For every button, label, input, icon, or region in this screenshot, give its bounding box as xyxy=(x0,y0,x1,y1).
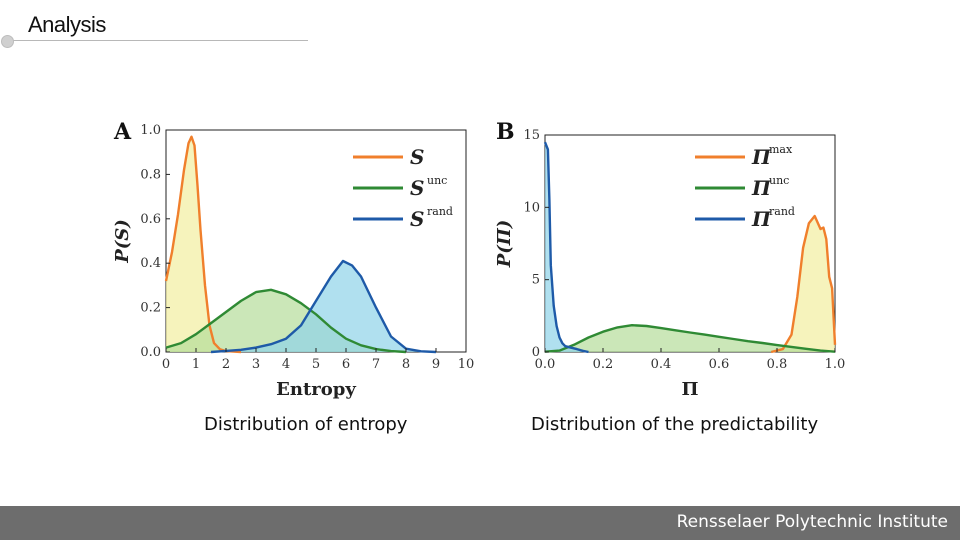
x-tick-label: 5 xyxy=(312,357,320,372)
x-tick-label: 0.6 xyxy=(709,357,730,372)
y-tick-label: 0.0 xyxy=(140,345,161,360)
series-fill-rand xyxy=(211,261,436,352)
x-tick-label: 4 xyxy=(282,357,290,372)
y-tick-label: 0.2 xyxy=(140,301,161,316)
series-line-unc xyxy=(544,324,836,353)
y-axis-label: P(Π) xyxy=(494,220,515,269)
x-tick-label: 1 xyxy=(192,357,200,372)
series-fill-unc xyxy=(166,289,406,352)
legend-label: Π xyxy=(751,176,772,200)
series-line-base xyxy=(164,135,242,354)
y-axis-label: P(S) xyxy=(112,219,133,264)
series-line-rand xyxy=(543,141,589,354)
x-tick-label: 0.8 xyxy=(767,357,788,372)
series-fill-unc xyxy=(545,325,835,352)
y-tick-label: 15 xyxy=(523,128,540,143)
y-tick-label: 10 xyxy=(523,200,540,215)
footer-bar: Rensselaer Polytechnic Institute xyxy=(0,506,960,540)
legend-label-sup: max xyxy=(769,143,793,156)
series-fill-rand xyxy=(545,142,589,352)
x-tick-label: 6 xyxy=(342,357,350,372)
legend-label: S xyxy=(410,207,424,231)
x-axis-label: Π xyxy=(682,379,699,400)
y-tick-label: 0 xyxy=(532,345,540,360)
x-tick-label: 7 xyxy=(372,357,380,372)
legend-label-sup: unc xyxy=(769,174,789,187)
series-line-unc xyxy=(165,288,407,354)
predictability-caption: Distribution of the predictability xyxy=(531,414,819,435)
legend-label: Π xyxy=(751,145,772,169)
plot-frame xyxy=(544,134,836,353)
y-tick-label: 1.0 xyxy=(140,123,161,138)
entropy-chart: 0 1 2 3 4 5 6 7 8 9 10 0.0 0.2 0.4 0.6 0.8 1.0 Entropy P(S… xyxy=(112,119,475,400)
title-bullet-dot xyxy=(1,35,14,48)
series-line-rand xyxy=(210,259,437,354)
legend-label-sup: rand xyxy=(427,205,453,218)
slide-title: Analysis xyxy=(28,12,106,37)
series-fill-base xyxy=(166,136,241,352)
legend-label-sup: unc xyxy=(427,174,447,187)
x-tick-label: 10 xyxy=(458,357,475,372)
footer-institution: Rensselaer Polytechnic Institute xyxy=(676,512,948,532)
legend-label: Π xyxy=(751,207,772,231)
x-tick-label: 0.0 xyxy=(535,357,556,372)
x-tick-label: 0 xyxy=(162,357,170,372)
x-tick-label: 2 xyxy=(222,357,230,372)
legend-label: S xyxy=(410,145,424,169)
y-tick-label: 0.4 xyxy=(140,256,161,271)
x-axis-label: Entropy xyxy=(276,379,356,400)
predictability-chart: 0.0 0.2 0.4 0.6 0.8 1.0051015ΠP(Π)BΠmaxΠuncΠr… xyxy=(494,119,846,400)
x-tick-label: 9 xyxy=(432,357,440,372)
x-tick-label: 3 xyxy=(252,357,260,372)
legend-label: S xyxy=(410,176,424,200)
legend-label-sup: rand xyxy=(769,205,795,218)
series-fill-max xyxy=(771,216,835,352)
x-tick-label: 1.0 xyxy=(825,357,846,372)
x-tick-label: 0.2 xyxy=(593,357,614,372)
y-tick-label: 5 xyxy=(532,273,540,288)
x-tick-label: 0.4 xyxy=(651,357,672,372)
y-tick-label: 0.6 xyxy=(140,212,161,227)
y-tick-label: 0.8 xyxy=(140,167,161,182)
x-tick-label: 8 xyxy=(402,357,410,372)
title-underline xyxy=(8,40,308,41)
entropy-caption: Distribution of entropy xyxy=(204,414,408,435)
panel-label: A xyxy=(113,119,132,145)
panel-label: B xyxy=(496,119,515,145)
series-line-max xyxy=(770,214,837,354)
